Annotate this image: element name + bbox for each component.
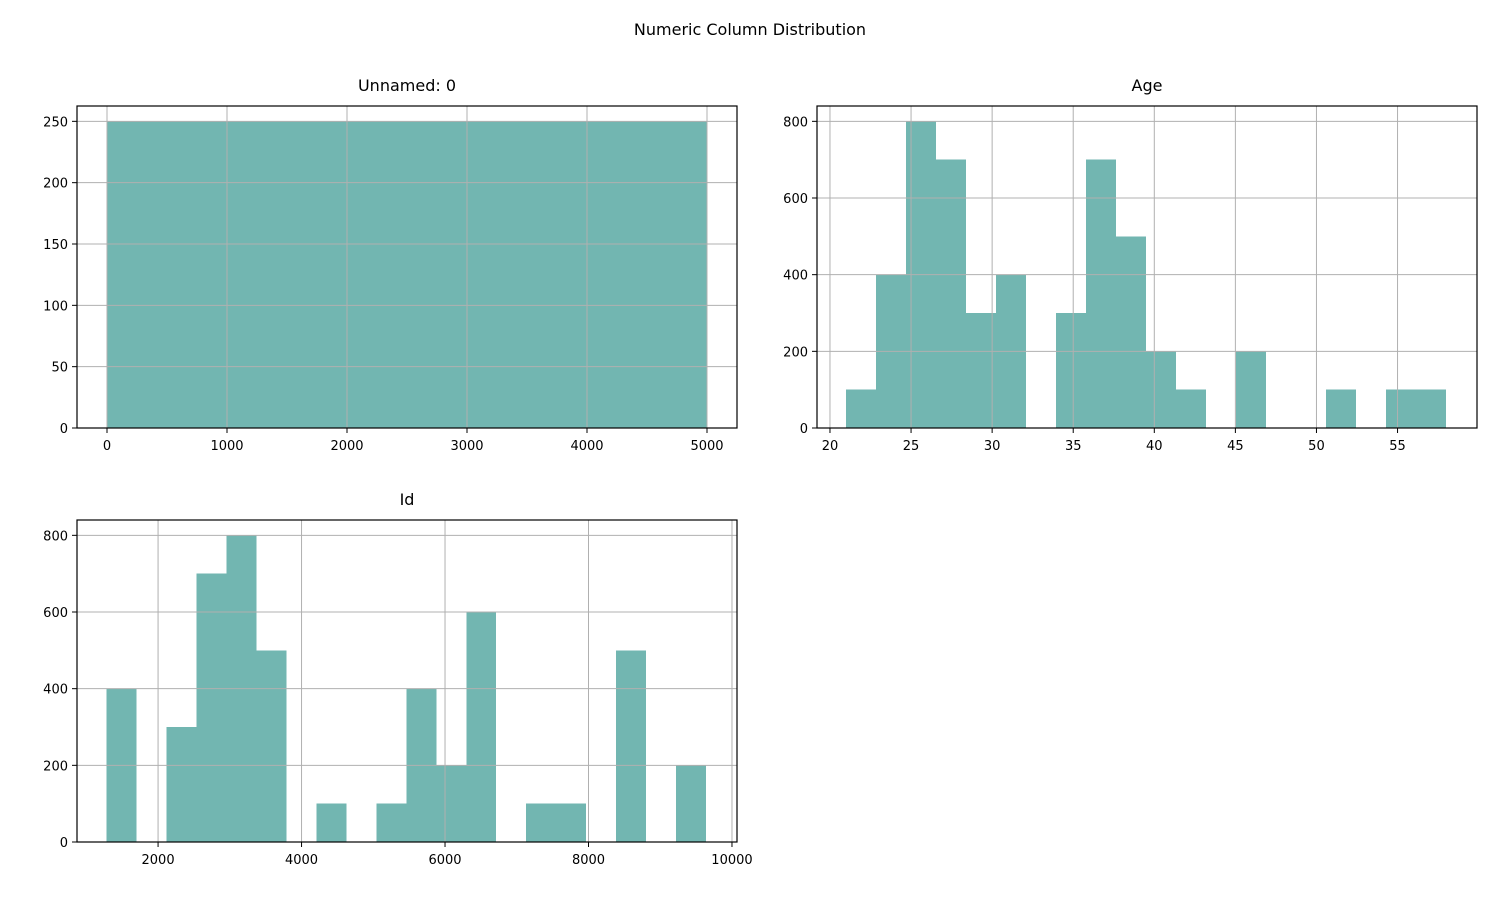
x-tick-label: 55 [1389, 439, 1406, 454]
x-tick-label: 50 [1308, 439, 1325, 454]
histogram-bar [1116, 236, 1147, 428]
histogram-bar [467, 121, 497, 428]
y-tick-label: 200 [43, 759, 68, 774]
histogram-bar [287, 121, 317, 428]
y-tick-label: 600 [43, 606, 68, 621]
histogram-bar [616, 650, 647, 842]
subplot-title: Unnamed: 0 [358, 76, 456, 95]
subplot-title: Age [1132, 76, 1163, 95]
x-tick-label: 1000 [210, 439, 243, 454]
x-tick-label: 2000 [142, 853, 175, 868]
histogram-bar [316, 803, 347, 842]
histogram-bar [466, 612, 497, 842]
histogram-bar [107, 121, 137, 428]
x-tick-label: 35 [1065, 439, 1082, 454]
histogram-bar [1176, 389, 1207, 428]
histogram-bar [437, 121, 467, 428]
histogram-bar [617, 121, 647, 428]
x-tick-label: 10000 [711, 853, 752, 868]
axes-frame [76, 105, 738, 429]
y-tick-label: 800 [783, 115, 808, 130]
histogram-bar [966, 313, 997, 428]
histogram-bar [377, 121, 407, 428]
x-tick-label: 8000 [572, 853, 605, 868]
y-tick-label: 400 [43, 683, 68, 698]
histogram-bar [407, 121, 437, 428]
subplot-id: Id 2000 4000 6000 8000 10000 0 200 400 600 800 [43, 490, 752, 868]
histogram-bar [257, 121, 287, 428]
subplot-title: Id [400, 490, 415, 509]
x-tick-label: 40 [1146, 439, 1163, 454]
histogram-bar [167, 121, 197, 428]
histogram-bar [317, 121, 347, 428]
y-tick-label: 250 [43, 115, 68, 130]
grid [77, 520, 737, 843]
x-tick-label: 30 [984, 439, 1001, 454]
histogram-bar [677, 121, 707, 428]
x-tick-label: 5000 [690, 439, 723, 454]
histogram-bar [1056, 313, 1087, 428]
histogram-bar [197, 121, 227, 428]
histogram-bar [1416, 389, 1447, 428]
histogram-bar [436, 765, 467, 842]
subplot-unnamed-0: Unnamed: 0 0 1000 2000 3000 4000 5000 0 50 100 15… [43, 76, 738, 454]
y-tick-label: 200 [43, 177, 68, 192]
x-tick-label: 4000 [570, 439, 603, 454]
y-tick-label: 600 [783, 192, 808, 207]
x-tick-label: 2000 [330, 439, 363, 454]
histogram-bar [587, 121, 617, 428]
bars [107, 121, 707, 428]
y-tick-label: 100 [43, 299, 68, 314]
axes-frame [76, 519, 738, 843]
y-tick-label: 0 [60, 422, 68, 437]
histogram-bar [676, 765, 707, 842]
histogram-bar [347, 121, 377, 428]
y-tick-label: 0 [800, 422, 808, 437]
x-tick-label: 25 [903, 439, 920, 454]
histogram-bar [1386, 389, 1417, 428]
y-tick-label: 800 [43, 529, 68, 544]
histogram-bar [557, 121, 587, 428]
x-tick-label: 6000 [428, 853, 461, 868]
x-tick-label: 4000 [285, 853, 318, 868]
histogram-bar [227, 121, 257, 428]
y-tick-label: 50 [51, 361, 68, 376]
histogram-bar [137, 121, 167, 428]
histogram-bar [1326, 389, 1357, 428]
histogram-bar [647, 121, 677, 428]
histogram-bar [526, 803, 557, 842]
histogram-bar [936, 159, 967, 428]
histogram-bar [166, 727, 197, 842]
x-tick-label: 20 [822, 439, 839, 454]
histogram-bar [846, 389, 877, 428]
x-tick-label: 0 [103, 439, 111, 454]
figure-title: Numeric Column Distribution [634, 20, 866, 39]
histogram-bar [497, 121, 527, 428]
x-tick-label: 3000 [450, 439, 483, 454]
histogram-bar [256, 650, 287, 842]
histogram-bar [1086, 159, 1117, 428]
histogram-bar [1146, 351, 1177, 428]
histogram-bar [527, 121, 557, 428]
histogram-bar [1236, 351, 1267, 428]
y-tick-label: 400 [783, 269, 808, 284]
histogram-bar [196, 573, 227, 842]
axes-frame [816, 105, 1478, 429]
x-tick-label: 45 [1227, 439, 1244, 454]
histogram-bar [556, 803, 587, 842]
subplot-age: Age 20 25 30 35 40 45 50 55 0 200 400 600 800 [783, 76, 1478, 454]
y-tick-label: 0 [60, 836, 68, 851]
histogram-bar [376, 803, 407, 842]
y-tick-label: 200 [783, 345, 808, 360]
y-tick-label: 150 [43, 238, 68, 253]
